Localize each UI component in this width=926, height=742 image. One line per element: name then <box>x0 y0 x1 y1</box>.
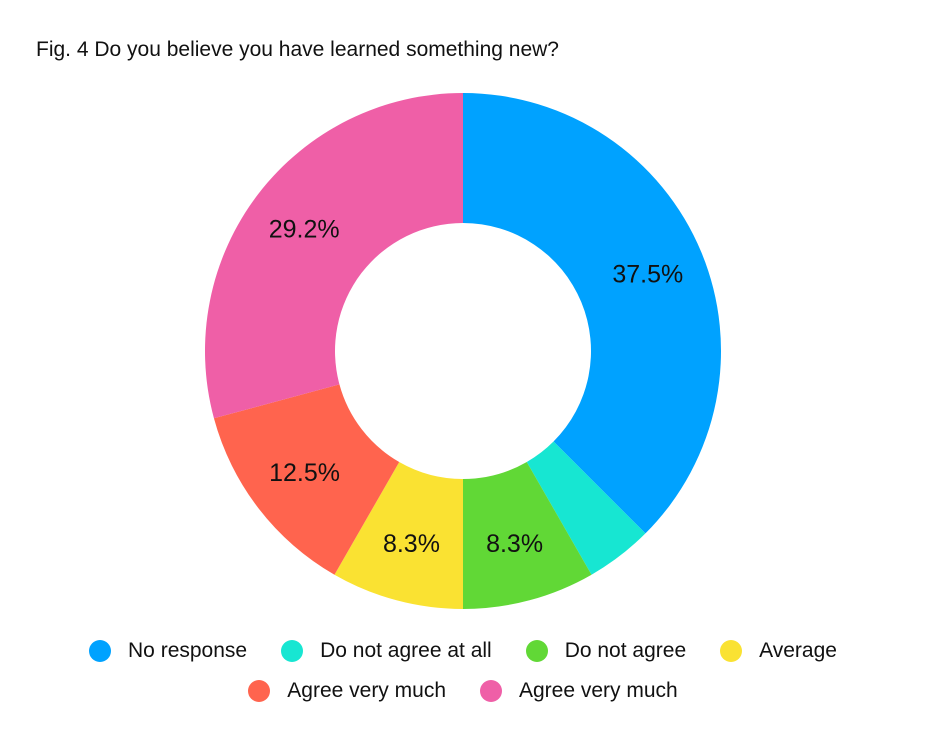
donut-slice-do-not-agree-2[interactable] <box>463 461 592 609</box>
slice-value-label: 37.5% <box>612 260 683 288</box>
donut-slice-agree-very-much-4[interactable] <box>213 384 400 575</box>
legend-item-do-not-agree-at-all[interactable]: Do not agree at all <box>281 639 492 663</box>
chart-legend: No response Do not agree at all Do not a… <box>0 632 926 712</box>
legend-label: Do not agree <box>564 639 687 662</box>
slice-value-label: 29.2% <box>269 215 340 243</box>
legend-label: Agree very much <box>519 679 678 702</box>
donut-slice-do-not-agree-at-all-1[interactable] <box>526 441 646 575</box>
legend-swatch <box>480 680 502 702</box>
slice-value-label: 8.3% <box>486 530 543 558</box>
legend-label: Agree very much <box>287 679 446 702</box>
legend-item-agree-very-much-orange[interactable]: Agree very much <box>248 679 446 703</box>
legend-swatch <box>281 640 304 662</box>
legend-row: Agree very much Agree very much <box>0 672 926 710</box>
donut-slice-labels: 37.5% 8.3% 8.3% 12.5% 29.2% <box>269 215 683 558</box>
legend-item-agree-very-much-pink[interactable]: Agree very much <box>480 679 678 703</box>
slice-value-label: 12.5% <box>269 459 340 487</box>
donut-slice-average-3[interactable] <box>334 461 463 609</box>
legend-swatch <box>720 640 743 662</box>
donut-slice-no-response-0[interactable] <box>463 93 721 534</box>
legend-swatch <box>248 680 271 702</box>
legend-row: No response Do not agree at all Do not a… <box>0 632 926 670</box>
slice-value-label: 8.3% <box>383 530 440 558</box>
legend-swatch <box>525 640 548 662</box>
donut-slice-agree-very-much-5[interactable] <box>204 93 463 419</box>
legend-label: No response <box>128 639 248 662</box>
legend-label: Average <box>759 639 837 662</box>
legend-item-do-not-agree[interactable]: Do not agree <box>525 639 687 663</box>
legend-label: Do not agree at all <box>320 639 492 662</box>
legend-item-average[interactable]: Average <box>720 639 837 663</box>
legend-item-no-response[interactable]: No response <box>89 639 247 663</box>
chart-title: Fig. 4 Do you believe you have learned s… <box>36 38 559 61</box>
donut-slices <box>204 93 721 609</box>
legend-swatch <box>89 640 112 662</box>
